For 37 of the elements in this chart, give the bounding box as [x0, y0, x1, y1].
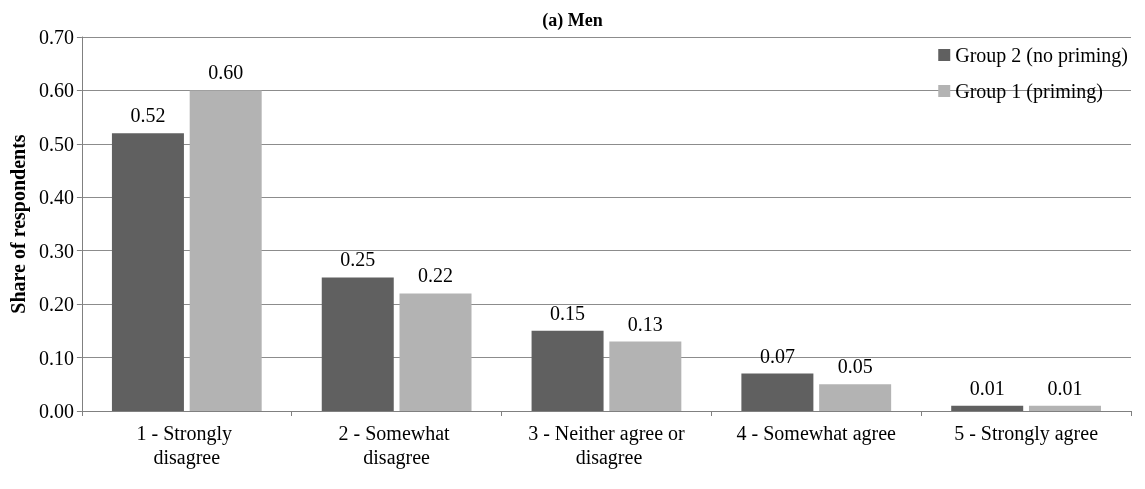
bar — [399, 293, 472, 411]
data-label: 0.01 — [969, 376, 1005, 399]
legend-label: Group 2 (no priming) — [955, 44, 1129, 67]
bar — [189, 90, 262, 411]
bar — [1028, 405, 1101, 411]
data-label: 0.05 — [837, 355, 873, 378]
bar — [321, 277, 394, 411]
chart-title: (a) Men — [542, 10, 603, 31]
x-tick-label: 2 - Somewhat disagree — [338, 422, 455, 469]
bar — [531, 330, 604, 411]
data-label: 0.22 — [418, 264, 454, 287]
x-tick-label: 4 - Somewhat agree — [736, 422, 897, 445]
data-label: 0.07 — [759, 344, 795, 367]
x-tick-label: 3 - Neither agree or disagree — [528, 422, 686, 469]
data-label: 0.13 — [627, 312, 663, 335]
y-tick-label: 0.60 — [38, 79, 74, 102]
y-tick-label: 0.00 — [38, 400, 74, 422]
y-tick-label: 0.30 — [38, 239, 74, 262]
bar — [741, 373, 814, 411]
data-label: 0.15 — [550, 301, 586, 324]
data-label: 0.60 — [208, 61, 244, 84]
y-tick-label: 0.50 — [38, 132, 74, 155]
data-label: 0.01 — [1047, 376, 1083, 399]
bar — [951, 405, 1024, 411]
data-label: 0.52 — [130, 104, 166, 127]
y-tick-label: 0.40 — [38, 186, 74, 209]
y-tick-label: 0.20 — [38, 293, 74, 316]
x-tick-label: 1 - Strongly disagree — [136, 422, 238, 469]
data-label: 0.25 — [340, 248, 376, 271]
legend-label: Group 1 (priming) — [955, 80, 1104, 103]
bar — [819, 384, 892, 411]
bar — [111, 133, 184, 411]
x-tick-label: 5 - Strongly agree — [954, 422, 1099, 445]
y-tick-label: 0.10 — [38, 346, 74, 369]
y-tick-label: 0.70 — [38, 26, 74, 48]
y-axis-title: Share of respondents — [7, 134, 30, 314]
bar — [609, 341, 682, 411]
